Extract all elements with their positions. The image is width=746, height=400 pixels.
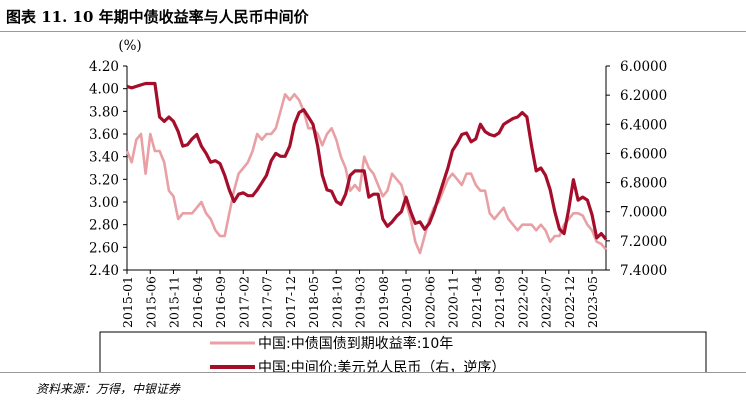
left-tick-label: 4.20 bbox=[89, 59, 119, 75]
right-tick-label: 7.4000 bbox=[620, 263, 667, 279]
left-axis-unit: (%) bbox=[118, 38, 141, 54]
left-tick-label: 3.20 bbox=[89, 172, 119, 188]
x-tick-label: 2023-05 bbox=[585, 276, 600, 328]
left-tick-label: 2.60 bbox=[89, 240, 119, 256]
x-tick-label: 2022-12 bbox=[562, 276, 577, 328]
left-tick-label: 3.00 bbox=[89, 195, 119, 211]
x-tick-label: 2022-07 bbox=[539, 276, 554, 328]
right-tick-label: 6.6000 bbox=[620, 146, 667, 162]
left-tick-label: 2.80 bbox=[89, 218, 119, 234]
x-tick-label: 2016-09 bbox=[213, 276, 228, 328]
x-tick-label: 2020-11 bbox=[446, 276, 461, 328]
title-divider bbox=[0, 31, 746, 32]
series-lines bbox=[125, 81, 608, 255]
x-tick-label: 2018-05 bbox=[306, 276, 321, 328]
source-divider bbox=[0, 372, 746, 373]
legend: 中国:中债国债到期收益率:10年 中国:中间价:美元兑人民币（右，逆序） bbox=[99, 331, 707, 372]
legend-label-fx: 中国:中间价:美元兑人民币（右，逆序） bbox=[258, 360, 505, 372]
x-tick-label: 2019-08 bbox=[376, 276, 391, 328]
x-tick-label: 2015-01 bbox=[120, 276, 135, 328]
fx-series-line bbox=[126, 81, 608, 241]
chart-canvas: (%) 4.20 4.00 3.80 3.60 3.40 3.20 3.00 2.80 2.60… bbox=[89, 38, 707, 372]
x-tick-label: 2021-09 bbox=[492, 276, 507, 328]
x-tick-label: 2020-01 bbox=[399, 276, 414, 328]
x-tick-label: 2018-10 bbox=[329, 276, 344, 328]
chart-title: 图表 11. 10 年期中债收益率与人民币中间价 bbox=[6, 8, 309, 26]
left-tick-label: 2.40 bbox=[89, 263, 119, 279]
right-tick-label: 6.2000 bbox=[620, 88, 667, 104]
right-tick-label: 7.0000 bbox=[620, 205, 667, 221]
x-tick-label: 2021-04 bbox=[469, 276, 484, 328]
left-tick-label: 3.40 bbox=[89, 150, 119, 166]
right-tick-label: 6.8000 bbox=[620, 176, 667, 192]
x-tick-label: 2019-03 bbox=[353, 276, 368, 328]
left-tick-label: 3.80 bbox=[89, 104, 119, 120]
legend-box bbox=[99, 331, 707, 372]
axes: 4.20 4.00 3.80 3.60 3.40 3.20 3.00 2.80 2.60 2.40… bbox=[89, 59, 667, 328]
left-tick-label: 3.60 bbox=[89, 127, 119, 143]
right-tick-label: 6.0000 bbox=[620, 59, 667, 75]
x-tick-label: 2017-02 bbox=[236, 276, 251, 328]
x-tick-label: 2017-12 bbox=[283, 276, 298, 328]
right-tick-label: 7.2000 bbox=[620, 234, 667, 250]
left-tick-label: 4.00 bbox=[89, 82, 119, 98]
x-tick-label: 2015-11 bbox=[167, 276, 182, 328]
legend-label-yield: 中国:中债国债到期收益率:10年 bbox=[258, 335, 453, 352]
x-tick-label: 2022-02 bbox=[515, 276, 530, 328]
x-tick-label: 2017-07 bbox=[260, 276, 275, 328]
right-tick-label: 6.4000 bbox=[620, 117, 667, 133]
x-tick-label: 2020-06 bbox=[422, 276, 437, 328]
x-tick-label: 2015-06 bbox=[143, 276, 158, 328]
x-tick-label: 2016-04 bbox=[190, 276, 205, 328]
source-note: 资料来源：万得，中银证券 bbox=[36, 382, 181, 396]
yield-series-line bbox=[125, 93, 608, 255]
